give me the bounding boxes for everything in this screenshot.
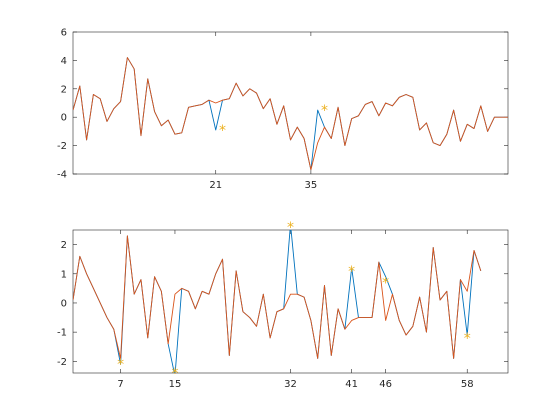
bottom-xtick-label: 41 xyxy=(345,379,358,390)
top-ytick-label: 4 xyxy=(61,56,67,67)
bottom-star-marker: * xyxy=(464,331,471,347)
top-xtick-label: 35 xyxy=(305,180,318,191)
top-star-marker: * xyxy=(219,123,226,139)
bottom-xtick-label: 7 xyxy=(117,379,123,390)
bottom-ytick-label: -2 xyxy=(57,357,67,368)
top-ytick-label: 2 xyxy=(61,84,67,95)
top-xtick-label: 21 xyxy=(209,180,222,191)
bottom-axes-box xyxy=(72,229,509,374)
top-subplot: -4 -2 0 2 4 6 21 35 * * xyxy=(57,28,509,191)
bottom-series-line-orange xyxy=(73,235,482,359)
bottom-subplot: -2 -1 0 1 2 7 15 32 41 46 58 * * * * * * xyxy=(57,220,509,390)
bottom-xtick-label: 58 xyxy=(461,379,474,390)
top-ytick-label: -4 xyxy=(57,170,67,181)
bottom-xtick-label: 32 xyxy=(284,379,297,390)
bottom-xtick-label: 46 xyxy=(379,379,392,390)
top-ytick-label: -2 xyxy=(57,141,67,152)
bottom-star-marker: * xyxy=(117,357,124,373)
bottom-star-marker: * xyxy=(348,264,355,280)
bottom-ytick-label: -1 xyxy=(57,328,67,339)
bottom-ytick-label: 0 xyxy=(61,298,67,309)
top-axes-box xyxy=(72,31,509,175)
bottom-star-marker: * xyxy=(171,366,178,382)
bottom-ytick-label: 2 xyxy=(61,240,67,251)
top-series-line-orange xyxy=(73,57,508,171)
bottom-xtick-label: 15 xyxy=(169,379,182,390)
bottom-star-marker: * xyxy=(287,220,294,236)
top-ytick-label: 6 xyxy=(61,28,67,39)
top-star-marker: * xyxy=(321,103,328,119)
bottom-star-marker: * xyxy=(382,276,389,292)
top-ytick-label: 0 xyxy=(61,113,67,124)
bottom-ytick-label: 1 xyxy=(61,269,67,280)
